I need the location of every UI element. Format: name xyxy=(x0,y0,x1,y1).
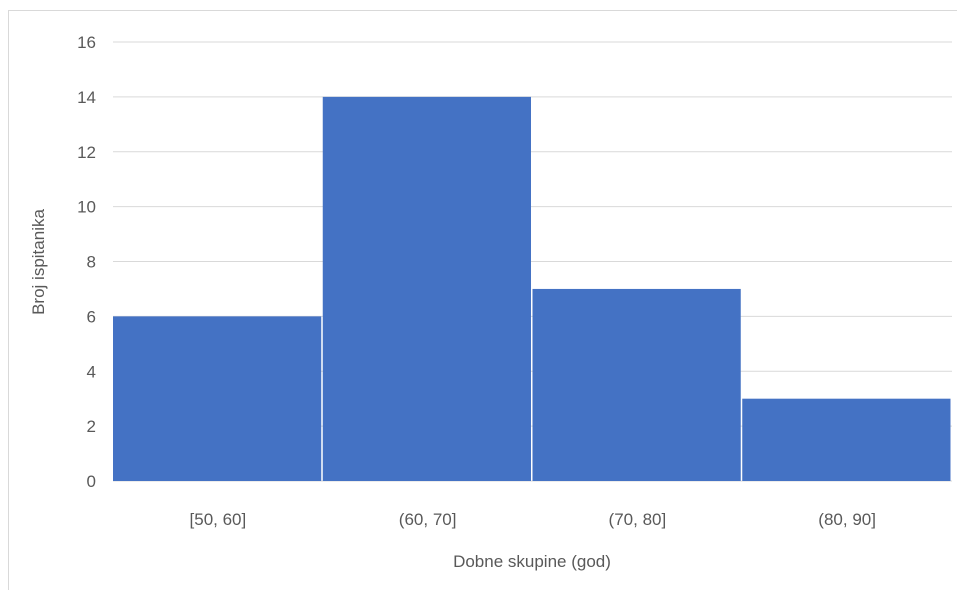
chart-frame xyxy=(8,10,957,590)
bars xyxy=(113,96,951,481)
y-tick-labels: 0 2 4 6 8 10 12 14 16 xyxy=(77,33,96,491)
y-tick-label: 12 xyxy=(77,143,96,162)
bar-3 xyxy=(532,288,741,481)
x-tick-label: [50, 60] xyxy=(190,510,247,529)
bar-2 xyxy=(322,96,531,481)
y-tick-label: 8 xyxy=(87,253,96,272)
y-tick-label: 10 xyxy=(77,198,96,217)
x-tick-label: (70, 80] xyxy=(609,510,667,529)
y-tick-label: 16 xyxy=(77,33,96,52)
x-axis-title: Dobne skupine (god) xyxy=(453,552,611,571)
y-tick-label: 2 xyxy=(87,417,96,436)
y-tick-label: 6 xyxy=(87,307,96,326)
y-axis-title: Broj ispitanika xyxy=(29,209,48,315)
x-tick-label: (60, 70] xyxy=(399,510,457,529)
x-tick-label: (80, 90] xyxy=(818,510,876,529)
y-tick-label: 14 xyxy=(77,88,96,107)
y-tick-label: 4 xyxy=(87,362,96,381)
y-tick-label: 0 xyxy=(87,472,96,491)
bar-1 xyxy=(113,316,322,481)
bar-4 xyxy=(742,398,951,481)
x-tick-labels: [50, 60] (60, 70] (70, 80] (80, 90] xyxy=(190,510,876,529)
